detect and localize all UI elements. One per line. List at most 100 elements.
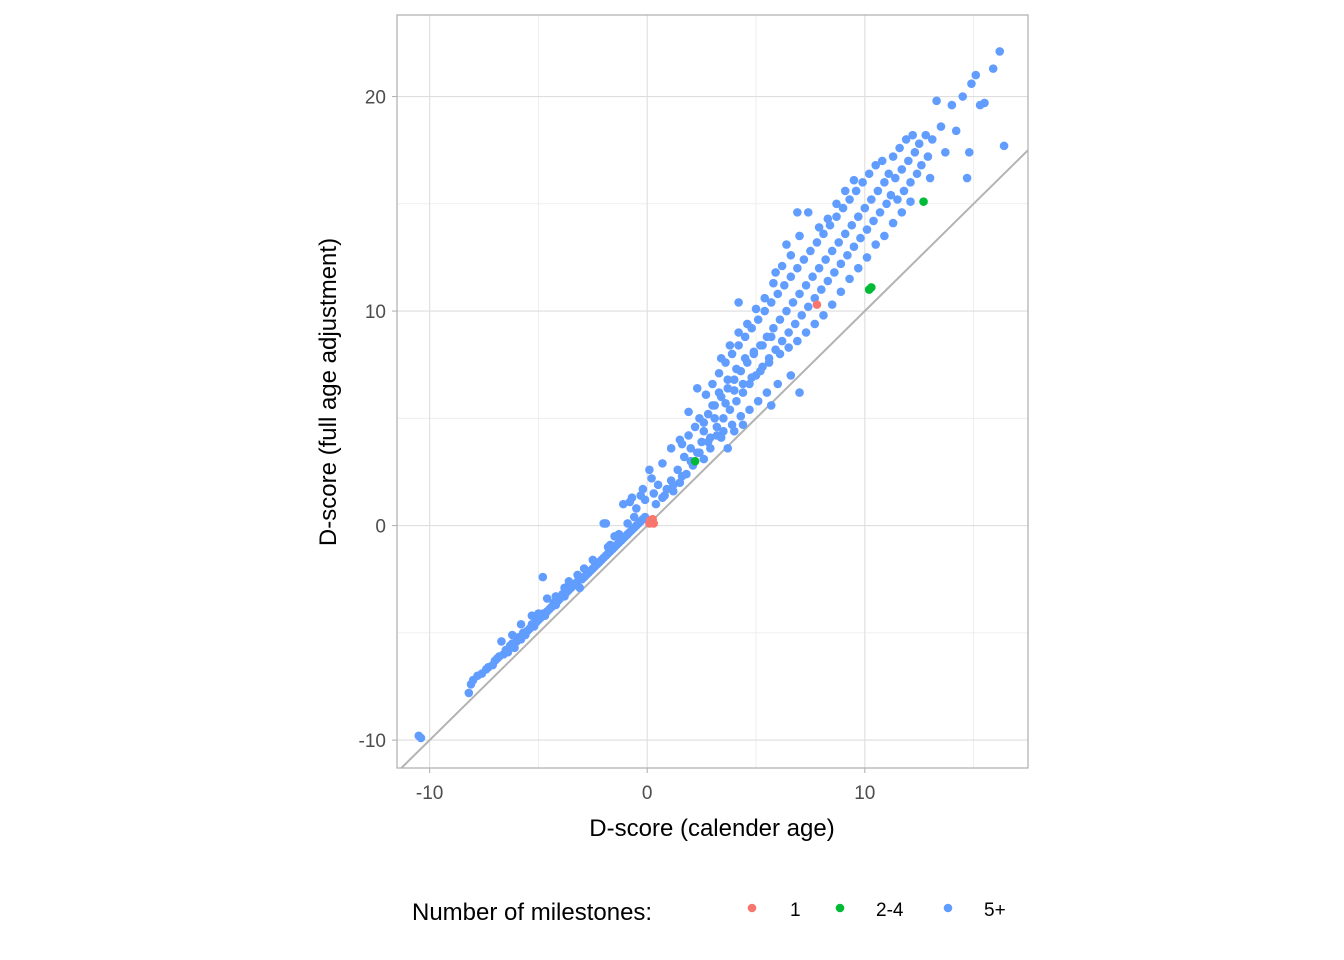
data-point-5- <box>845 195 854 204</box>
data-point-5- <box>749 347 759 357</box>
data-point-5- <box>725 405 735 415</box>
data-point-5- <box>756 366 765 376</box>
legend: Number of milestones: 1 2-4 5+ <box>412 899 1006 926</box>
data-point-5- <box>603 542 613 552</box>
data-point-5- <box>793 208 802 217</box>
data-point-1 <box>646 515 655 525</box>
data-point-5- <box>958 92 968 101</box>
legend-key-2-4 <box>835 903 845 913</box>
legend-title: Number of milestones: <box>412 899 652 926</box>
data-point-5- <box>890 173 900 183</box>
data-point-5- <box>492 654 502 663</box>
data-point-5- <box>740 353 750 363</box>
data-point-5- <box>799 255 809 264</box>
data-point-5- <box>793 263 802 273</box>
data-point-5- <box>516 619 526 629</box>
data-point-5- <box>873 186 883 196</box>
data-point-5- <box>782 306 791 316</box>
data-point-5- <box>721 399 730 408</box>
x-tick-label: -10 <box>416 783 443 804</box>
data-point-5- <box>823 214 833 224</box>
data-point-5- <box>771 268 780 277</box>
data-point-5- <box>853 212 863 221</box>
data-point-5- <box>797 311 807 320</box>
data-point-5- <box>801 281 811 290</box>
data-point-5- <box>760 306 770 316</box>
data-point-5- <box>962 173 972 183</box>
data-point-5- <box>821 255 830 264</box>
data-point-5- <box>801 328 811 337</box>
data-point-5- <box>971 70 981 80</box>
data-point-5- <box>936 122 946 131</box>
data-point-5- <box>851 186 861 196</box>
data-point-5- <box>877 156 887 166</box>
data-point-5- <box>647 474 656 483</box>
data-point-5- <box>812 238 822 247</box>
y-axis-title: D-score (full age adjustment) <box>315 238 342 546</box>
data-point-5- <box>999 141 1009 151</box>
data-point-5- <box>836 287 846 297</box>
data-point-5- <box>614 529 624 539</box>
data-point-5- <box>677 471 687 481</box>
reference-line-group <box>400 149 1029 769</box>
data-point-5- <box>560 583 569 593</box>
data-point-5- <box>464 688 474 698</box>
data-point-5- <box>823 276 833 286</box>
data-point-5- <box>925 173 935 183</box>
data-point-5- <box>786 371 796 380</box>
grid <box>397 15 1028 768</box>
plot-panel-border <box>396 14 1029 769</box>
data-point-5- <box>880 231 889 241</box>
data-point-5- <box>714 388 724 397</box>
data-point-5- <box>723 383 733 393</box>
data-point-5- <box>849 175 859 185</box>
data-point-5- <box>784 343 793 352</box>
data-point-5- <box>773 379 783 389</box>
y-tick-label: 0 <box>375 517 386 538</box>
data-point-5- <box>640 495 650 505</box>
data-point-5- <box>921 130 931 140</box>
data-point-5- <box>899 186 909 196</box>
y-axis-ticks: -10 0 10 20 <box>359 88 397 752</box>
data-point-5- <box>967 79 976 88</box>
y-tick-label: -10 <box>359 731 386 752</box>
data-point-2-4 <box>867 283 876 292</box>
data-point-5- <box>666 444 676 453</box>
data-point-5- <box>692 383 702 393</box>
data-point-5- <box>488 660 498 670</box>
data-point-5- <box>684 407 693 417</box>
data-point-5- <box>784 328 793 337</box>
data-point-5- <box>732 364 741 374</box>
data-point-5- <box>699 426 709 436</box>
data-point-5- <box>910 148 920 157</box>
data-point-5- <box>766 332 776 342</box>
data-point-5- <box>816 285 826 294</box>
data-point-5- <box>623 519 632 528</box>
data-point-5- <box>716 433 726 442</box>
data-point-5- <box>766 401 776 410</box>
data-point-5- <box>734 298 743 307</box>
data-point-5- <box>864 169 874 179</box>
data-point-5- <box>845 274 854 284</box>
data-point-5- <box>862 225 872 234</box>
data-point-5- <box>912 169 922 179</box>
data-point-5- <box>629 512 639 522</box>
data-point-5- <box>773 289 783 299</box>
data-point-5- <box>914 139 924 149</box>
data-point-5- <box>871 160 880 170</box>
y-tick-label: 10 <box>365 302 386 323</box>
data-point-5- <box>897 165 907 174</box>
data-point-5- <box>860 203 870 213</box>
data-point-5- <box>790 319 800 329</box>
data-point-5- <box>775 315 785 324</box>
data-point-5- <box>601 519 611 528</box>
data-point-5- <box>788 298 798 307</box>
data-point-5- <box>723 444 733 453</box>
data-point-1 <box>812 300 822 309</box>
data-point-5- <box>727 349 737 359</box>
data-point-5- <box>649 489 659 498</box>
data-point-5- <box>882 199 891 209</box>
data-point-5- <box>923 152 933 161</box>
data-point-5- <box>697 437 706 447</box>
data-point-5- <box>849 242 859 251</box>
